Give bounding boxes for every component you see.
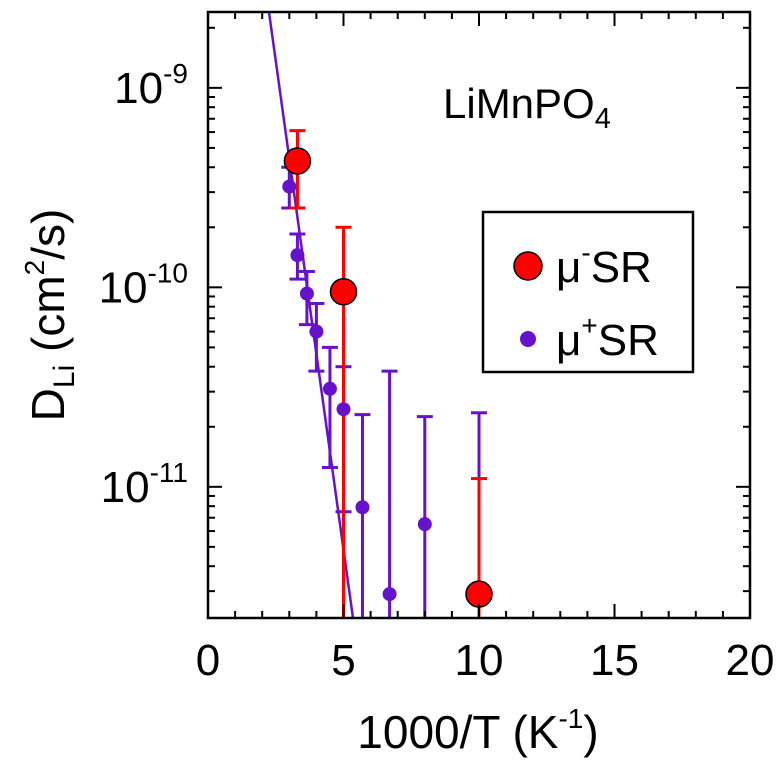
legend-marker-mu-plus (520, 331, 536, 347)
y-tick-label-base-2: 10 (114, 64, 163, 113)
x-tick-label-1: 5 (331, 636, 355, 685)
fit-line (267, 12, 355, 618)
y-tick-label-exponent-0: -11 (150, 457, 188, 488)
annotation-label: LiMnPO4 (443, 80, 611, 135)
legend-label-mu-minus: μ-SR (556, 237, 652, 292)
y-tick-label-exponent-1: -10 (148, 257, 188, 288)
legend-box (481, 210, 695, 374)
data-point-mu-plus-4 (322, 381, 337, 396)
y-tick-label-2: 10-9 (114, 58, 188, 113)
annotation-subscript: 4 (595, 103, 611, 135)
errorbar-layer (281, 129, 487, 618)
legend-marker-mu-minus (513, 251, 543, 281)
annotation-main: LiMnPO (443, 80, 595, 127)
x-tick-label-2: 10 (455, 636, 504, 685)
y-tick-label-base-0: 10 (101, 463, 150, 512)
x-tick-label-0: 0 (196, 636, 220, 685)
marker-layer (282, 147, 493, 608)
data-point-mu-plus-5 (336, 402, 351, 417)
data-point-mu-minus-1 (329, 278, 358, 306)
data-point-mu-plus-0 (282, 179, 297, 194)
data-point-mu-plus-6 (355, 500, 370, 515)
data-point-mu-minus-2 (465, 580, 493, 608)
data-point-mu-plus-1 (290, 248, 305, 263)
legend-label-mu-plus: μ+SR (556, 310, 659, 365)
legend: μ-SR μ+SR (481, 210, 695, 374)
data-point-mu-plus-7 (382, 587, 397, 602)
y-axis-label: DLi (cm2/s) (19, 209, 81, 422)
x-tick-label-3: 15 (590, 636, 639, 685)
data-point-mu-minus-0 (283, 147, 312, 175)
y-tick-label-1: 10-10 (99, 257, 188, 312)
data-point-mu-plus-3 (309, 324, 324, 339)
x-axis-label: 1000/T (K-1) (357, 703, 598, 758)
fit-layer (267, 12, 355, 618)
y-tick-label-0: 10-11 (101, 457, 188, 512)
data-point-mu-plus-8 (417, 517, 432, 532)
x-tick-label-4: 20 (726, 636, 775, 685)
y-tick-label-exponent-2: -9 (163, 58, 188, 89)
data-point-mu-plus-2 (299, 286, 314, 301)
y-tick-label-base-1: 10 (99, 263, 148, 312)
